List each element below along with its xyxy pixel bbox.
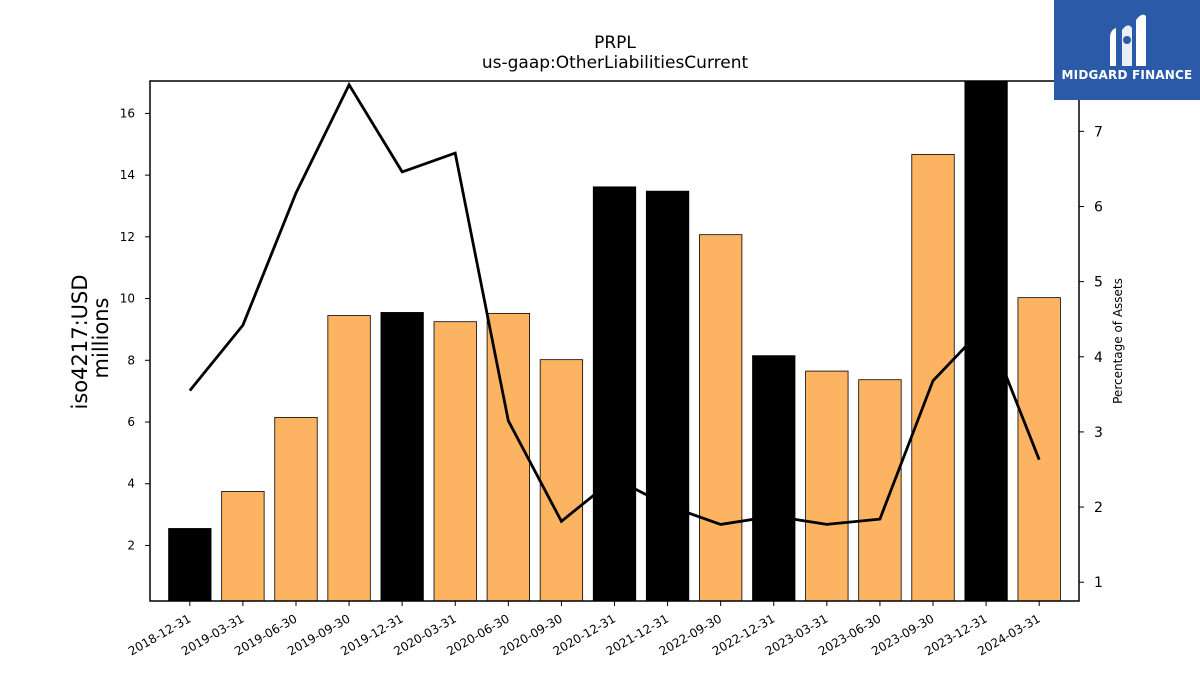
y2-tick-label: 1 bbox=[1094, 575, 1103, 591]
y2-tick-label: 5 bbox=[1094, 275, 1103, 291]
bar bbox=[380, 312, 424, 602]
line-group bbox=[188, 81, 1041, 526]
y-axis-unit-label: millions bbox=[89, 298, 113, 379]
bar bbox=[327, 315, 371, 602]
y2-tick-label: 3 bbox=[1094, 425, 1103, 441]
bar bbox=[805, 370, 849, 602]
y-tick-label: 4 bbox=[127, 477, 135, 491]
bar bbox=[433, 321, 477, 602]
bar bbox=[274, 416, 318, 602]
brand-logo: MIDGARD FINANCE bbox=[1054, 0, 1200, 100]
bar-group bbox=[168, 80, 1061, 602]
y2-tick-label: 2 bbox=[1094, 500, 1103, 516]
chart-title: PRPL bbox=[594, 33, 636, 53]
bar bbox=[592, 186, 637, 602]
y-tick-label: 8 bbox=[127, 353, 135, 367]
logo-mark-icon bbox=[1110, 14, 1146, 66]
y2-axis-label: Percentage of Assets bbox=[1111, 278, 1125, 404]
bar bbox=[752, 355, 796, 602]
bar bbox=[911, 154, 955, 602]
bar bbox=[168, 528, 212, 602]
plot-frame bbox=[149, 80, 1080, 602]
bar bbox=[645, 190, 690, 602]
y2-tick-label: 6 bbox=[1094, 199, 1103, 215]
y2-tick-label: 4 bbox=[1094, 350, 1103, 366]
bar bbox=[858, 379, 902, 602]
x-axis-ticks: 2018-12-312019-03-312019-06-302019-09-30… bbox=[126, 601, 1043, 658]
y2-tick-label: 7 bbox=[1094, 124, 1103, 140]
y-tick-label: 16 bbox=[120, 106, 135, 120]
bar bbox=[539, 359, 584, 602]
bar bbox=[1017, 297, 1061, 602]
percentage-line bbox=[188, 81, 1041, 526]
y-axis-ticks: 2 4 6 8 10 12 14 16 bbox=[120, 106, 150, 552]
y-tick-label: 10 bbox=[120, 292, 135, 306]
bar bbox=[221, 491, 265, 602]
chart-subtitle: us-gaap:OtherLiabilitiesCurrent bbox=[482, 53, 749, 73]
y-tick-label: 6 bbox=[127, 415, 135, 429]
y-tick-label: 14 bbox=[120, 168, 135, 182]
y-tick-label: 12 bbox=[120, 230, 135, 244]
bar bbox=[486, 312, 530, 602]
bar bbox=[699, 234, 743, 602]
y2-axis-ticks: 1 2 3 4 5 6 7 bbox=[1079, 124, 1103, 591]
y-tick-label: 2 bbox=[127, 538, 135, 552]
y-axis-label: iso4217:USD bbox=[68, 274, 92, 409]
logo-text: MIDGARD FINANCE bbox=[1061, 68, 1193, 82]
